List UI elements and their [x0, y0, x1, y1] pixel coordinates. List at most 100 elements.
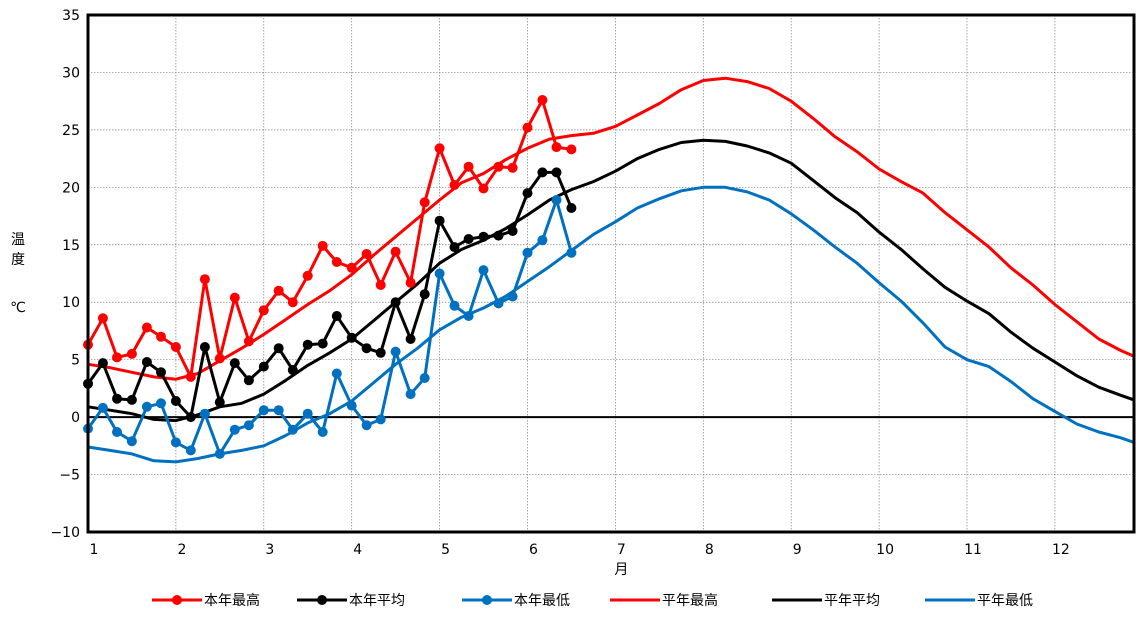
data-point	[97, 402, 108, 413]
data-point	[405, 277, 416, 288]
x-tick-label: 11	[964, 542, 982, 558]
x-tick-label: 4	[353, 542, 362, 558]
x-tick-label: 9	[793, 542, 802, 558]
series-lines	[83, 76, 1135, 464]
legend-item-6: 平年最低	[925, 593, 1033, 609]
y-tick-label: 30	[62, 65, 80, 81]
data-point	[346, 400, 357, 411]
data-point	[434, 143, 445, 154]
legend-label: 本年最低	[514, 593, 570, 609]
legend-marker	[317, 595, 327, 605]
data-point	[156, 331, 166, 342]
y-axis-label-char-1: 温	[11, 232, 25, 248]
x-tick-label: 10	[876, 542, 894, 558]
data-point	[287, 424, 298, 435]
data-point	[214, 397, 225, 408]
data-point	[170, 396, 181, 406]
legend-marker	[482, 595, 492, 605]
legend-item-5: 平年平均	[772, 593, 880, 609]
data-point	[346, 262, 357, 273]
data-point	[302, 339, 313, 350]
data-point	[507, 291, 518, 302]
data-point	[229, 358, 240, 369]
data-point	[317, 338, 328, 349]
data-point	[566, 144, 577, 155]
y-tick-label: 10	[62, 295, 80, 311]
data-point	[317, 240, 328, 251]
data-point	[449, 300, 460, 311]
data-point	[361, 249, 372, 259]
data-point	[317, 427, 328, 437]
data-point	[199, 342, 210, 352]
data-point	[170, 437, 181, 448]
legend-label: 平年平均	[824, 593, 880, 609]
y-tick-label: 35	[62, 8, 80, 24]
data-point	[97, 313, 108, 324]
data-point	[405, 389, 416, 400]
data-point	[493, 230, 504, 241]
grid-lines	[88, 15, 1134, 532]
data-point	[287, 297, 298, 308]
data-point	[551, 195, 562, 205]
data-point	[214, 353, 225, 364]
legend-item-4: 平年最高	[610, 592, 718, 609]
data-point	[185, 445, 196, 456]
data-point	[156, 367, 166, 378]
data-point	[390, 297, 401, 308]
legend-label: 平年最低	[977, 593, 1033, 609]
x-tick-label: 7	[617, 542, 626, 558]
data-point	[522, 122, 533, 133]
data-point	[287, 365, 298, 375]
x-tick-label: 1	[90, 542, 99, 558]
data-point	[551, 142, 562, 153]
data-point	[449, 242, 460, 253]
data-point	[141, 357, 152, 367]
data-point	[551, 167, 562, 178]
y-axis-label-unit: ℃	[10, 300, 26, 316]
data-point	[126, 394, 137, 405]
y-tick-label: −5	[59, 468, 80, 484]
data-point	[185, 371, 196, 382]
data-point	[199, 408, 210, 419]
data-point	[273, 405, 284, 416]
data-point	[97, 358, 108, 369]
series-3	[83, 195, 577, 459]
data-point	[331, 368, 342, 379]
series-6	[87, 185, 1135, 464]
data-point	[463, 161, 474, 172]
data-point	[361, 420, 372, 431]
x-axis-label: 月	[614, 562, 628, 578]
data-point	[537, 235, 548, 246]
data-point	[478, 183, 489, 194]
data-point	[185, 412, 196, 423]
data-point	[229, 424, 240, 435]
data-point	[566, 203, 577, 213]
data-point	[390, 346, 401, 357]
plot-frame	[86, 13, 1136, 534]
data-point	[302, 408, 313, 419]
legend-item-3: 本年最低	[462, 593, 570, 609]
data-point	[361, 343, 372, 354]
data-point	[522, 247, 533, 258]
legend-item-1: 本年最高	[152, 592, 260, 609]
data-point	[434, 215, 445, 226]
data-point	[537, 95, 548, 105]
data-point	[331, 311, 342, 321]
series-line	[86, 98, 572, 379]
legend-marker	[172, 595, 182, 605]
data-point	[243, 375, 254, 386]
data-point	[434, 268, 445, 279]
data-point	[112, 352, 122, 363]
data-point	[346, 332, 357, 343]
series-line	[87, 185, 1135, 464]
series-line	[87, 76, 1135, 381]
data-point	[493, 161, 504, 172]
data-point	[229, 292, 240, 303]
data-point	[258, 405, 269, 416]
y-axis-label-char-2: 度	[11, 252, 25, 268]
legend-label: 本年平均	[349, 593, 405, 609]
y-tick-label: 5	[71, 353, 80, 369]
data-point	[463, 311, 474, 321]
data-point	[243, 336, 254, 347]
